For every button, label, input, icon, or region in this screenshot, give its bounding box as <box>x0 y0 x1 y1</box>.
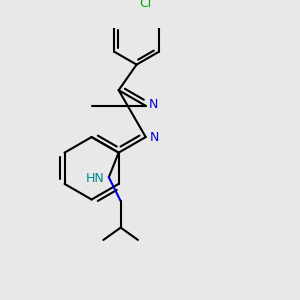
Text: N: N <box>150 130 159 143</box>
Text: N: N <box>148 98 158 111</box>
Text: HN: HN <box>86 172 105 185</box>
Text: Cl: Cl <box>139 0 152 10</box>
